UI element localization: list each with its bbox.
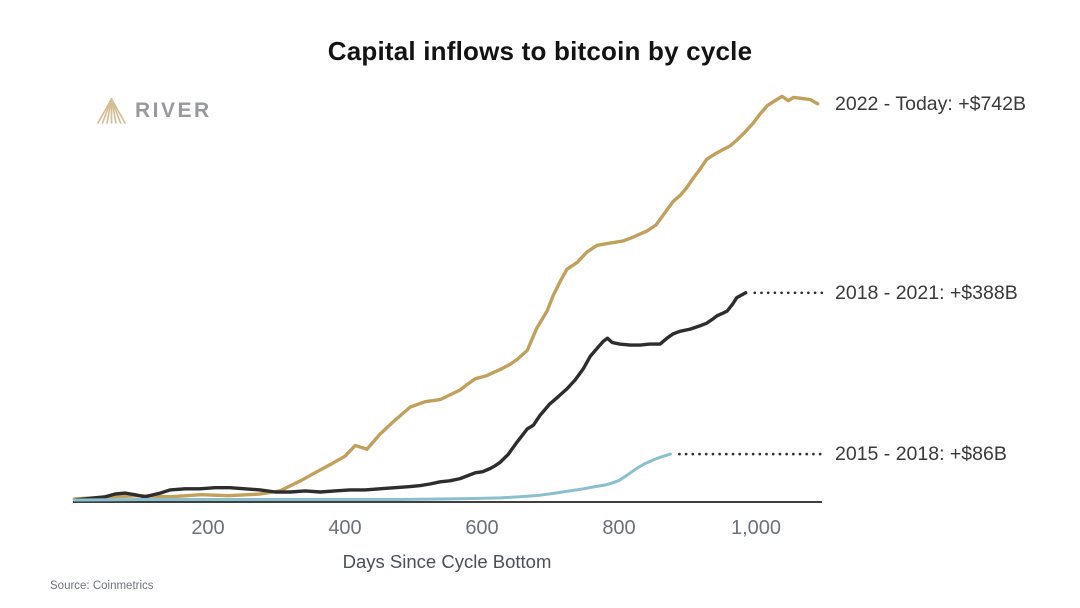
series-line-2015-2018 [72, 452, 672, 502]
x-tick-600: 600 [465, 517, 499, 539]
series-annotation-2018-2021: 2018 - 2021: +$388B [835, 281, 1018, 304]
series-line-2022-today [72, 94, 820, 501]
series-annotation-2022-today: 2022 - Today: +$742B [835, 92, 1027, 115]
x-axis-title: Days Since Cycle Bottom [342, 551, 552, 572]
river-mountain-icon [97, 98, 126, 124]
river-logo-text: RIVER [135, 99, 212, 122]
x-tick-400: 400 [328, 517, 362, 539]
x-tick-800: 800 [602, 517, 636, 539]
source-note: Source: Coinmetrics [50, 580, 154, 592]
x-tick-200: 200 [191, 517, 225, 539]
x-tick-1000: 1,000 [730, 517, 782, 539]
river-logo: RIVER [96, 97, 212, 125]
series-line-2018-2021 [73, 291, 748, 502]
chart-title: Capital inflows to bitcoin by cycle [327, 36, 753, 66]
series-annotation-2015-2018: 2015 - 2018: +$86B [835, 443, 1007, 466]
